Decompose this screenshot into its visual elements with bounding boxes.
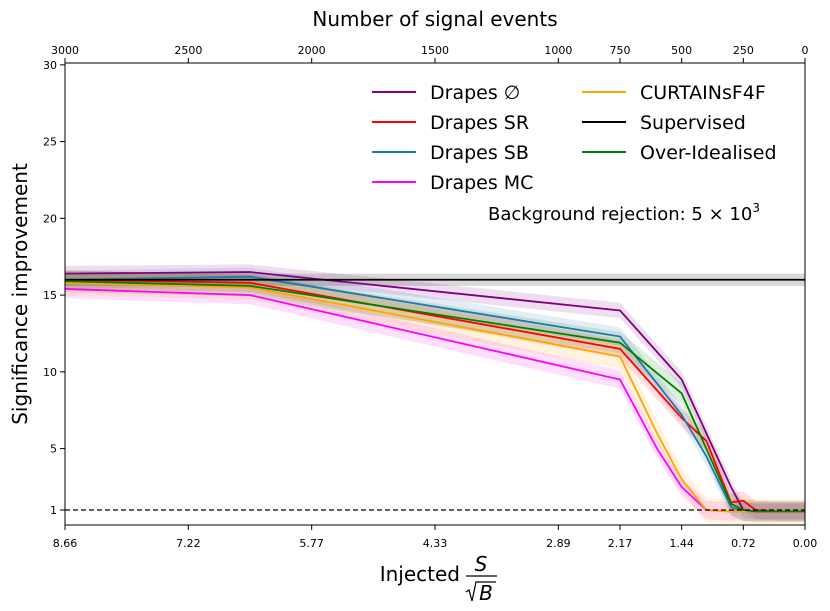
- top-tick-label-0: 3000: [51, 44, 79, 57]
- legend: Drapes ∅ Drapes SR Drapes SB Drapes MC CURTA…: [372, 82, 777, 194]
- x-tick-label-4: 2.89: [546, 537, 571, 550]
- x-axis-ticks: 8.66 7.22 5.77 4.33 2.89 2.17 1.44 0.72 0.00: [53, 525, 818, 550]
- top-axis-label: Number of signal events: [312, 7, 557, 31]
- x-tick-label-3: 4.33: [423, 537, 448, 550]
- series-lines: [65, 271, 805, 513]
- legend-label-3: Drapes MC: [430, 172, 533, 194]
- top-tick-label-1: 2500: [174, 44, 202, 57]
- legend-label-4: CURTAINsF4F: [640, 82, 766, 104]
- top-tick-label-6: 500: [671, 44, 692, 57]
- x-tick-label-6: 1.44: [669, 537, 694, 550]
- y-tick-label-20: 20: [43, 212, 57, 225]
- annotation-text: Background rejection: 5 × 10: [488, 204, 752, 225]
- sqrt-sign-icon: [465, 581, 496, 602]
- top-tick-label-8: 0: [802, 44, 809, 57]
- y-tick-label-1: 1: [50, 504, 57, 517]
- legend-label-6: Over-Idealised: [640, 142, 777, 164]
- annotation: Background rejection: 5 × 103: [488, 201, 760, 225]
- top-tick-label-7: 250: [733, 44, 754, 57]
- band-1: [65, 270, 805, 521]
- y-axis-label: Significance improvement: [8, 163, 32, 425]
- legend-label-0: Drapes ∅: [430, 82, 520, 104]
- legend-label-2: Drapes SB: [430, 142, 529, 164]
- x-tick-label-0: 8.66: [53, 537, 78, 550]
- band-2: [65, 267, 805, 521]
- legend-label-1: Drapes SR: [430, 112, 529, 134]
- y-tick-label-5: 5: [50, 443, 57, 456]
- top-tick-label-3: 1500: [421, 44, 449, 57]
- x-axis-label: Injected S B: [380, 552, 497, 605]
- top-tick-label-4: 1000: [544, 44, 572, 57]
- x-axis-label-numerator: S: [475, 552, 488, 576]
- x-tick-label-5: 2.17: [608, 537, 633, 550]
- x-axis-label-prefix: Injected: [380, 562, 460, 586]
- x-tick-label-7: 0.72: [731, 537, 756, 550]
- y-tick-label-10: 10: [43, 366, 57, 379]
- annotation-exponent: 3: [752, 201, 760, 215]
- x-tick-label-1: 7.22: [176, 537, 201, 550]
- y-tick-label-15: 15: [43, 289, 57, 302]
- y-tick-label-30: 30: [43, 59, 57, 72]
- x-tick-label-2: 5.77: [299, 537, 324, 550]
- band-0: [65, 264, 805, 520]
- x-axis-label-denominator: B: [479, 581, 493, 605]
- confidence-bands: [65, 264, 805, 524]
- top-tick-label-5: 750: [610, 44, 631, 57]
- x-tick-label-8: 0.00: [793, 537, 818, 550]
- top-tick-label-2: 2000: [298, 44, 326, 57]
- legend-label-5: Supervised: [640, 112, 746, 134]
- y-tick-label-25: 25: [43, 136, 57, 149]
- series-line-6: [65, 280, 805, 513]
- band-6: [65, 270, 805, 523]
- top-axis-ticks: 3000 2500 2000 1500 1000 750 500 250 0: [51, 44, 809, 63]
